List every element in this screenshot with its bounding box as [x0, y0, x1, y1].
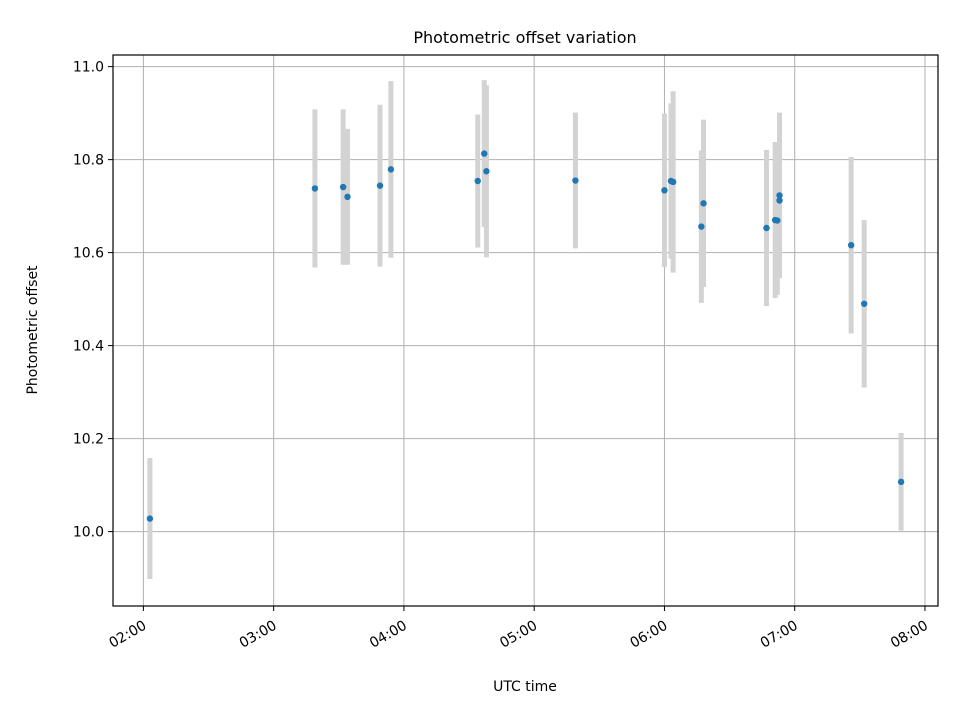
y-axis-label: Photometric offset — [25, 265, 41, 395]
x-tick-label: 07:00 — [758, 618, 801, 652]
y-tick-label: 10.0 — [73, 525, 104, 541]
data-point — [698, 223, 705, 230]
data-point — [344, 193, 351, 201]
x-tick-label: 03:00 — [237, 618, 280, 652]
y-tick-label: 10.8 — [73, 153, 104, 169]
y-tick-label: 11.0 — [73, 60, 104, 76]
x-tick-label: 04:00 — [367, 618, 410, 652]
data-point — [339, 183, 347, 191]
data-point — [387, 166, 395, 173]
errorbars — [147, 80, 904, 580]
data-point — [776, 192, 783, 199]
data-point — [763, 224, 770, 232]
data-point — [311, 185, 319, 192]
data-point — [700, 200, 707, 207]
data-point — [774, 217, 781, 224]
data-point — [669, 178, 677, 186]
y-tick-label: 10.4 — [73, 339, 104, 355]
data-point — [847, 241, 855, 249]
data-point — [481, 150, 488, 157]
data-point — [860, 300, 868, 307]
x-tick-label: 02:00 — [106, 618, 149, 652]
grid — [113, 55, 938, 606]
plot-frame — [112, 54, 939, 607]
data-point — [483, 168, 490, 175]
x-tick-label: 06:00 — [627, 618, 670, 652]
data-points — [146, 150, 905, 522]
chart-title: Photometric offset variation — [413, 28, 636, 47]
y-tick-label: 10.6 — [73, 246, 104, 262]
data-point — [572, 177, 579, 184]
data-point — [661, 187, 668, 194]
data-point — [474, 177, 481, 185]
data-point — [897, 478, 905, 486]
data-point — [776, 197, 783, 204]
x-tick-label: 08:00 — [888, 618, 931, 652]
data-point — [376, 182, 384, 189]
ticks: 02:00 03:00 04:00 05:00 06:00 07:00 08:00 10.0 1… — [73, 60, 931, 652]
y-tick-label: 10.2 — [73, 432, 104, 448]
data-point — [146, 515, 154, 522]
x-axis-label: UTC time — [493, 679, 557, 695]
x-tick-label: 05:00 — [497, 618, 540, 652]
